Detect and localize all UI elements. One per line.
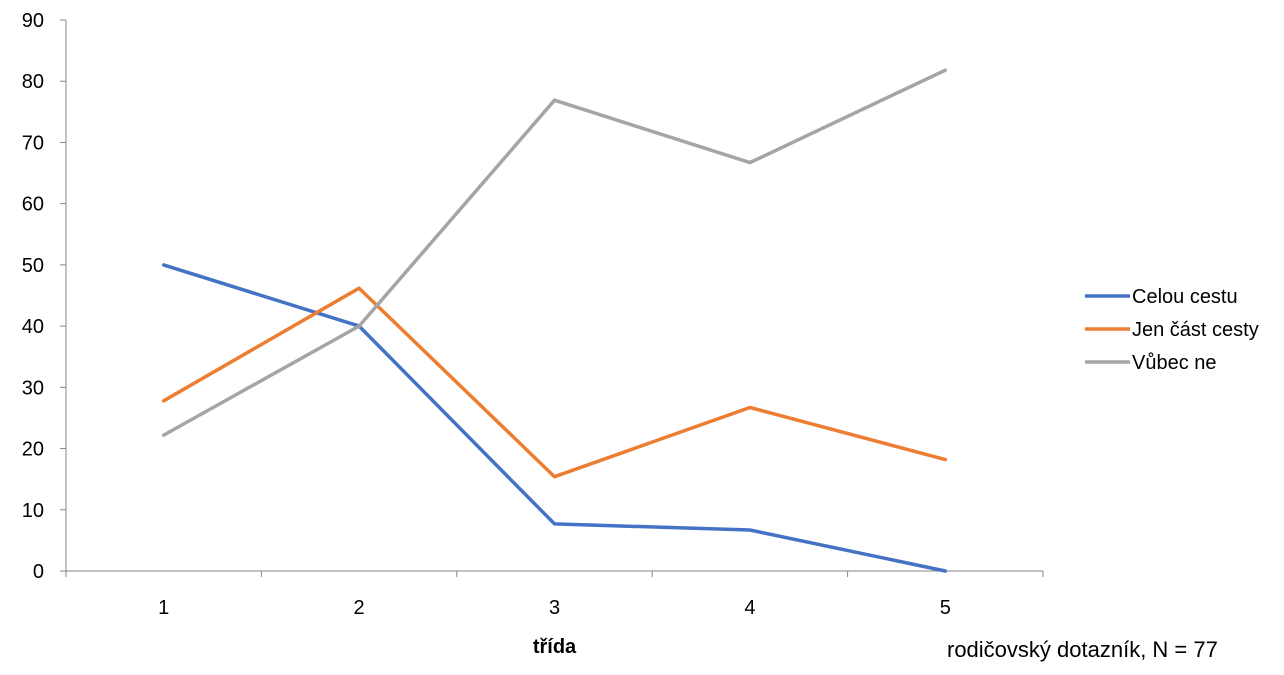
y-tick-label: 90 [22, 10, 44, 32]
x-axis-title: třída [533, 636, 577, 658]
chart-axes: 0 10 20 30 40 50 60 70 80 90 1 2 3 4 5 třída [22, 10, 1044, 658]
y-tick-label: 0 [33, 561, 44, 583]
x-tick-label: 2 [354, 597, 365, 619]
legend-label: Vůbec ne [1132, 352, 1217, 374]
chart-legend: Celou cestu Jen část cesty Vůbec ne [1085, 286, 1259, 374]
y-tick-label: 60 [22, 194, 44, 216]
legend-item: Celou cestu [1085, 286, 1238, 308]
x-tick-label: 5 [940, 597, 951, 619]
legend-label: Celou cestu [1132, 286, 1238, 308]
y-tick-label: 80 [22, 71, 44, 93]
y-tick-label: 20 [22, 439, 44, 461]
x-tick-label: 3 [549, 597, 560, 619]
chart-plot-area [161, 68, 948, 573]
series-line [161, 263, 948, 573]
x-tick-label: 4 [744, 597, 755, 619]
y-tick-label: 40 [22, 316, 44, 338]
legend-label: Jen část cesty [1132, 319, 1259, 341]
legend-item: Vůbec ne [1085, 352, 1217, 374]
survey-note: rodičovský dotazník, N = 77 [947, 637, 1218, 662]
x-tick-label: 1 [158, 597, 169, 619]
series-line [161, 68, 948, 437]
y-tick-label: 30 [22, 377, 44, 399]
y-tick-label: 70 [22, 132, 44, 154]
legend-item: Jen část cesty [1085, 319, 1259, 341]
y-tick-label: 10 [22, 500, 44, 522]
series-line [161, 286, 948, 479]
y-tick-label: 50 [22, 255, 44, 277]
